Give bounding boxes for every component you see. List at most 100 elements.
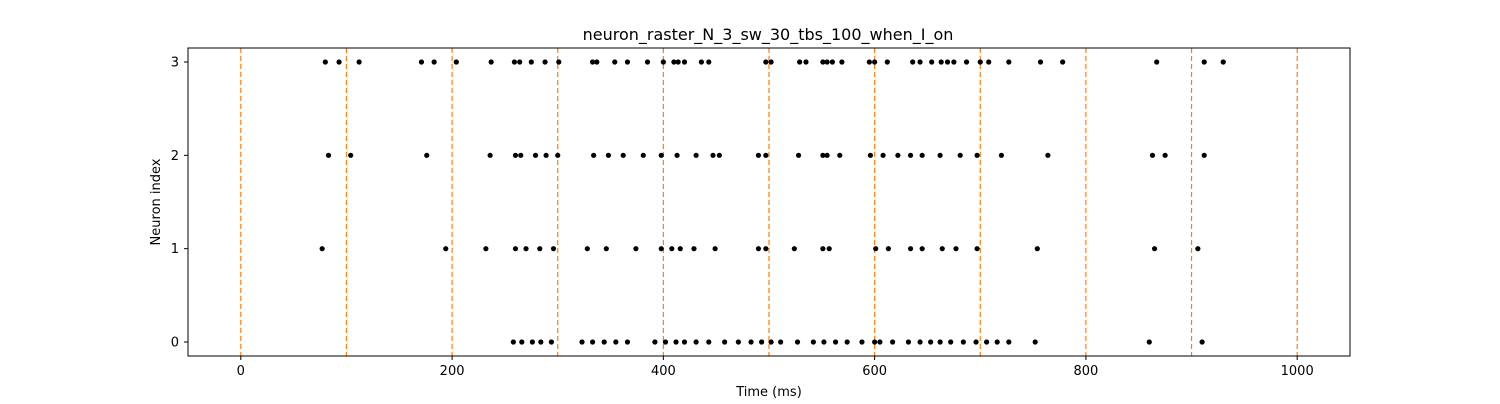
spike-point — [322, 59, 328, 65]
spike-point — [768, 59, 774, 65]
spike-point — [928, 339, 934, 345]
y-axis: 0 1 2 3 — [171, 56, 188, 351]
spike-point — [986, 59, 992, 65]
spike-point — [1006, 59, 1012, 65]
x-tick-label: 200 — [440, 364, 465, 379]
spike-point — [594, 59, 600, 65]
spike-point — [325, 152, 332, 158]
spike-point — [633, 246, 639, 252]
spike-point — [644, 59, 651, 65]
spike-point — [994, 339, 1000, 345]
spike-point — [716, 152, 722, 158]
spike-point — [658, 152, 664, 158]
spike-point — [673, 339, 679, 345]
spike-point — [523, 246, 529, 252]
spike-point — [1162, 152, 1168, 158]
spike-point — [910, 59, 916, 65]
spike-point — [1201, 59, 1207, 65]
spike-point — [512, 246, 519, 252]
spike-point — [712, 246, 718, 252]
spike-point — [974, 246, 980, 252]
spike-point — [759, 339, 765, 345]
spike-point — [579, 339, 585, 345]
spike-point — [837, 152, 843, 158]
spike-point — [519, 339, 525, 345]
spike-point — [356, 59, 362, 65]
spike-point — [710, 152, 716, 158]
spike-point — [820, 152, 826, 158]
spike-point — [538, 339, 544, 345]
spike-point — [755, 246, 762, 252]
spike-point — [867, 152, 874, 158]
spike-point — [453, 59, 459, 65]
spike-point — [907, 152, 914, 158]
plot-frame — [187, 47, 1351, 357]
spike-point — [859, 339, 865, 345]
spike-point — [591, 152, 597, 158]
spike-point — [1146, 339, 1152, 345]
spike-point — [1149, 152, 1156, 158]
spike-point — [907, 246, 914, 252]
spike-point — [1045, 152, 1051, 158]
spike-point — [824, 152, 830, 158]
x-tick-label: 0 — [237, 364, 245, 379]
spike-point — [872, 339, 878, 345]
spike-point — [542, 59, 548, 65]
spike-point — [794, 339, 801, 345]
x-tick-label: 400 — [651, 364, 676, 379]
spike-point — [674, 152, 680, 158]
spike-point — [319, 246, 325, 252]
spike-point — [517, 59, 523, 65]
spike-point — [1032, 339, 1038, 345]
y-tick-label: 2 — [171, 149, 179, 164]
spike-point — [791, 246, 797, 252]
spike-point — [1154, 59, 1160, 65]
spike-point — [722, 339, 728, 345]
spike-point — [336, 59, 342, 65]
spike-point — [652, 339, 658, 345]
spike-point — [763, 246, 769, 252]
spike-point — [671, 59, 677, 65]
spike-point — [691, 246, 697, 252]
spike-point — [605, 152, 612, 158]
spike-point — [1151, 246, 1158, 252]
spike-point — [839, 59, 845, 65]
spike-point — [537, 246, 543, 252]
x-axis: 0 200 400 600 800 1000 — [237, 356, 1314, 379]
spike-point — [810, 339, 816, 345]
spike-point — [613, 339, 619, 345]
spike-point — [640, 152, 646, 158]
spike-point — [510, 339, 516, 345]
chart-title: neuron_raster_N_3_sw_30_tbs_100_when_I_o… — [583, 25, 954, 45]
spike-point — [951, 59, 957, 65]
x-tick-label: 1000 — [1281, 364, 1314, 379]
spike-point — [1060, 59, 1066, 65]
spike-point — [919, 246, 925, 252]
spike-point — [658, 246, 664, 252]
x-axis-label: Time (ms) — [735, 385, 802, 400]
x-tick-label: 800 — [1073, 364, 1098, 379]
spike-point — [877, 339, 883, 345]
spike-point — [998, 152, 1005, 158]
spike-point — [829, 59, 835, 65]
spike-point — [1201, 152, 1207, 158]
spike-point — [589, 339, 596, 345]
spike-point — [917, 339, 923, 345]
spike-point — [953, 246, 959, 252]
spike-point — [548, 339, 554, 345]
spike-point — [1199, 339, 1205, 345]
spike-points — [319, 59, 1226, 345]
spike-point — [681, 339, 688, 345]
spike-point — [584, 246, 590, 252]
spike-point — [884, 59, 890, 65]
spike-point — [844, 339, 850, 345]
spike-point — [938, 59, 944, 65]
spike-point — [669, 246, 675, 252]
y-axis-label: Neuron index — [149, 158, 164, 245]
spike-point — [917, 59, 923, 65]
spike-point — [929, 59, 935, 65]
spike-point — [974, 152, 980, 158]
spike-point — [550, 246, 557, 252]
spike-point — [1037, 59, 1044, 65]
